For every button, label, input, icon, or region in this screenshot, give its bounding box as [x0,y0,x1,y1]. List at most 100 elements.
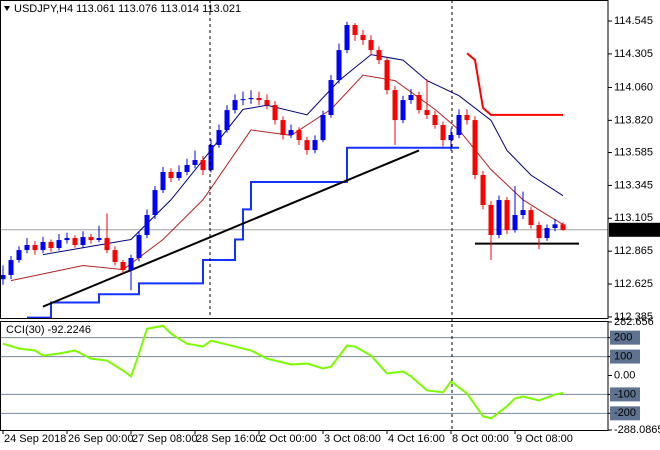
price-panel [0,21,608,318]
candle-body [128,258,134,271]
x-tick-label: 26 Sep 00:00 [68,433,133,445]
candle-body [88,237,94,241]
candle-body [48,241,54,249]
x-tick-label: 24 Sep 2018 [4,433,66,445]
candle-body [344,25,350,51]
x-tick-label: 4 Oct 16:00 [388,433,445,445]
y-tick-label: 113.820 [614,114,653,126]
candle-body [64,238,70,241]
candle-body [424,110,430,116]
candle-body [16,250,22,261]
candle-body [120,261,126,271]
candle-body [552,224,558,229]
y-tick-label: 114.545 [614,15,653,27]
y-tick-label: -288.0865 [614,424,660,436]
candle-body [184,164,190,172]
candle-body [8,260,14,275]
candle-body [208,145,214,171]
candle-body [224,110,230,131]
x-tick-label: 27 Sep 08:00 [132,433,197,445]
candle-body [24,244,30,251]
y-tick-label: -200 [614,407,636,419]
candle-body [40,241,46,251]
candle-body [152,190,158,215]
candle-body [56,240,62,249]
x-tick-label: 8 Oct 00:00 [452,433,509,445]
overlay-line [27,146,459,318]
candle-body [112,250,118,262]
x-tick-label: 2 Oct 00:00 [260,433,317,445]
candle-body [328,80,334,116]
y-tick-label: 113.585 [614,146,653,158]
candle-body [560,224,566,230]
candle-body [168,171,174,179]
candle-body [416,95,422,111]
x-tick-label: 3 Oct 08:00 [324,433,381,445]
candle-body [272,105,278,121]
y-tick-label: 112.385 [614,311,653,323]
candle-body [32,244,38,251]
candle-body [496,200,502,235]
candle-body [144,214,150,235]
candle-body [320,115,326,141]
overlay-line [42,149,420,308]
overlay-line [466,52,563,116]
overlay-line [10,74,564,282]
candle-body [72,238,78,245]
candle-body [136,234,142,259]
candle-body [264,100,270,106]
candle-body [192,160,198,165]
candle-body [176,171,182,179]
candle-body [96,238,102,241]
y-tick-label: 114.305 [614,48,653,60]
candle-body [288,130,294,136]
y-tick-label: 113.105 [614,212,653,224]
candle-body [504,200,510,231]
x-tick-label: 9 Oct 08:00 [516,433,573,445]
candle-body [528,210,534,225]
candle-body [368,40,374,51]
candle-body [0,274,6,280]
candle-body [440,125,446,141]
candle-body [408,95,414,101]
candle-body [512,214,518,231]
candle-body [448,135,454,141]
candle-body [456,115,462,136]
chart-title: USDJPY,H4 113.061 113.076 113.014 113.02… [14,3,241,15]
candle-body [104,238,110,251]
candle-body [392,90,398,121]
candle-body [400,100,406,121]
axes: 114.545 114.305 114.060 113.820 113.585 113.3… [2,15,660,445]
level-label-box [610,330,640,345]
panel-border [0,0,609,319]
y-tick-label: 112.865 [614,245,653,257]
cci-panel [0,324,608,420]
indicator-title: CCI(30) -92.2246 [6,324,91,336]
y-tick-label: 0.00 [614,369,635,381]
candle-body [480,174,486,205]
candle-body [472,120,478,175]
y-tick-label: 200 [614,332,632,344]
title-icon [4,6,10,11]
candle-body [256,98,262,101]
candle-body [296,130,302,141]
candle-body [464,115,470,121]
candle-body [304,140,310,151]
candle-body [248,98,254,100]
candle-body [432,115,438,126]
x-tick-label: 28 Sep 16:00 [196,433,261,445]
candle-body [160,171,166,191]
candle-body [520,210,526,215]
panel-border [0,321,609,431]
current-price-label: 113.021 [613,224,652,236]
level-label-box [610,387,640,402]
candle-body [216,130,222,146]
y-tick-label: 100 [614,350,632,362]
y-tick-label: 282.656 [614,316,654,328]
candle-body [360,35,366,41]
y-tick-label: -100 [614,388,636,400]
cci-line [2,324,564,420]
